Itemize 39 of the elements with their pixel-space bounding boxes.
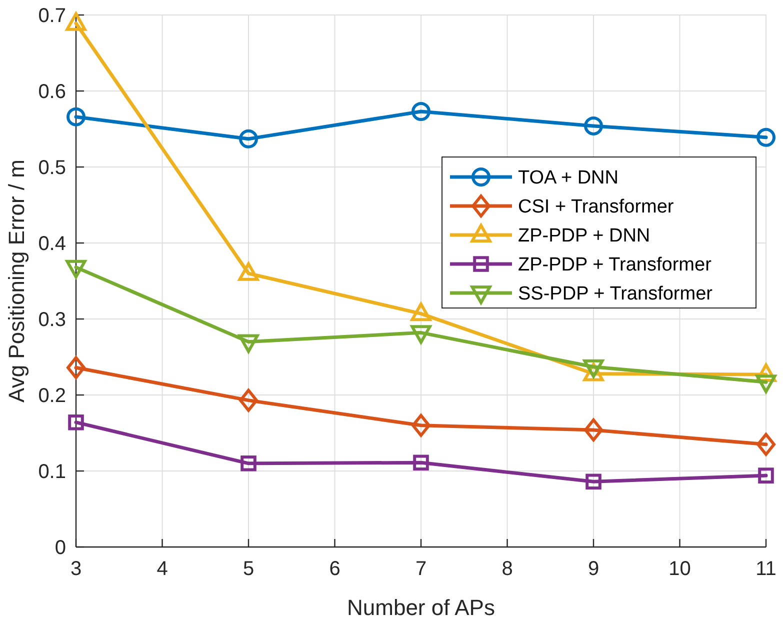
- point: [584, 418, 603, 442]
- point: [413, 454, 429, 471]
- point: [240, 456, 256, 472]
- x-tick-label: 7: [415, 558, 427, 580]
- y-tick-label: 0.3: [38, 309, 66, 331]
- point: [756, 128, 776, 147]
- y-tick-label: 0.4: [38, 233, 66, 255]
- y-axis-title: Avg Positioning Error / m: [4, 160, 29, 402]
- point: [584, 116, 603, 136]
- legend-label: SS-PDP + Transformer: [518, 284, 714, 305]
- point: [68, 414, 84, 430]
- point: [756, 432, 776, 456]
- x-tick-label: 10: [668, 558, 691, 580]
- legend-label: TOA + DNN: [518, 168, 618, 189]
- point: [412, 414, 430, 437]
- x-axis-title: Number of APs: [347, 595, 495, 620]
- point: [758, 468, 774, 484]
- y-tick-label: 0.5: [38, 157, 66, 179]
- x-tick-label: 6: [329, 558, 340, 580]
- point: [239, 388, 258, 412]
- x-tick-label: 4: [156, 558, 168, 580]
- y-tick-label: 0.6: [38, 81, 66, 103]
- x-tick-label: 9: [588, 558, 600, 580]
- y-tick-label: 0.2: [38, 385, 66, 407]
- y-tick-label: 0.1: [38, 461, 66, 483]
- point: [412, 102, 430, 122]
- x-tick-label: 5: [242, 558, 254, 580]
- point: [66, 107, 86, 126]
- point: [586, 474, 602, 490]
- point: [239, 129, 258, 148]
- legend-label: ZP-PDP + Transformer: [518, 254, 712, 276]
- legend-label: ZP-PDP + DNN: [518, 226, 650, 247]
- x-tick-label: 8: [502, 558, 513, 580]
- x-tick-label: 3: [70, 558, 82, 580]
- x-tick-label: 11: [756, 558, 776, 580]
- point: [66, 356, 86, 380]
- y-tick-label: 0: [54, 537, 66, 559]
- legend-label: CSI + Transformer: [518, 196, 674, 218]
- y-tick-label: 0.7: [38, 5, 66, 27]
